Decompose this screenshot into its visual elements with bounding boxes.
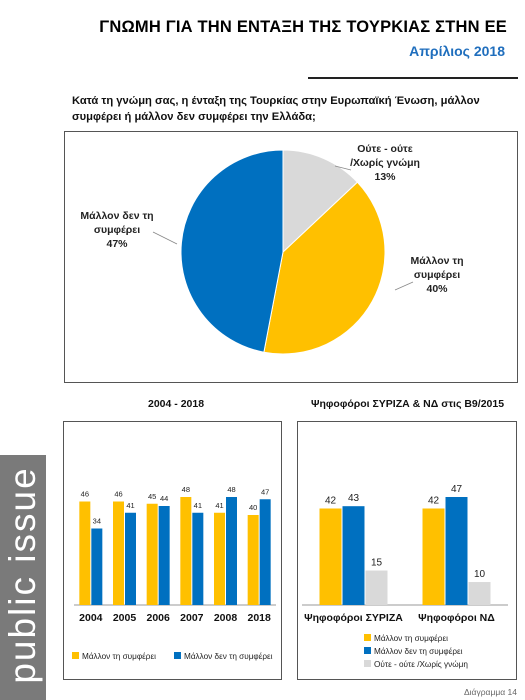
pie-leader-line-0 — [394, 281, 414, 291]
bar-0-1 — [91, 528, 103, 605]
bar-1-0 — [422, 508, 445, 605]
right-chart-title: Ψηφοφόροι ΣΥΡΙΖΑ & ΝΔ στις Β9/2015 — [311, 398, 505, 410]
category-label-1: Ψηφοφόροι ΝΔ — [418, 612, 495, 624]
pie-slice-2 — [282, 149, 359, 254]
brand-logo-text: public issue — [2, 466, 43, 684]
pie-label-2: Ούτε - ούτε/Χωρίς γνώμη 13% — [350, 143, 420, 183]
bar-value-label-3-0: 48 — [182, 485, 190, 494]
pie-leader-line-1 — [152, 231, 178, 245]
bar-value-label-1-1: 41 — [126, 501, 134, 510]
bar-5-0 — [247, 515, 259, 605]
bar-2-1 — [158, 506, 170, 605]
category-label-0: 2004 — [79, 612, 103, 624]
trend-chart-frame: 46 34 2004 46 41 2005 45 44 2006 48 41 2007 41 48 2008… — [63, 421, 282, 680]
category-label-1: 2005 — [113, 612, 137, 624]
bar-1-2 — [468, 582, 491, 605]
bar-5-1 — [259, 499, 271, 605]
bar-value-label-0-1: 43 — [348, 493, 360, 504]
bar-value-label-0-1: 34 — [93, 517, 101, 526]
pie-leader-line-2 — [334, 165, 352, 171]
bar-0-2 — [365, 570, 388, 605]
bar-1-0 — [113, 501, 124, 605]
voters-chart-frame: 42 43 15 Ψηφοφόροι ΣΥΡΙΖΑ 42 47 10 Ψηφοφόροι ΝΔ… — [297, 421, 517, 680]
legend-swatch-2 — [364, 660, 371, 667]
bar-0-0 — [79, 501, 91, 605]
bar-value-label-1-0: 42 — [428, 495, 440, 506]
legend-swatch-1 — [174, 652, 181, 659]
page-title: ΓΝΩΜΗ ΓΙΑ ΤΗΝ ΕΝΤΑΞΗ ΤΗΣ ΤΟΥΡΚΙΑΣ ΣΤΗΝ Ε… — [99, 18, 507, 36]
voters-bar-chart: 42 43 15 Ψηφοφόροι ΣΥΡΙΖΑ 42 47 10 Ψηφοφόροι ΝΔ… — [302, 484, 508, 669]
page-subtitle: Απρίλιος 2018 — [409, 43, 505, 59]
bar-value-label-1-2: 10 — [474, 569, 486, 580]
bar-4-0 — [214, 512, 225, 605]
bar-3-1 — [192, 512, 204, 605]
bar-value-label-3-1: 41 — [194, 501, 202, 510]
bar-1-1 — [445, 497, 468, 605]
survey-question: Κατά τη γνώμη σας, η ένταξη της Τουρκίας… — [72, 95, 480, 123]
bar-4-1 — [226, 497, 237, 605]
left-chart-title: 2004 - 2018 — [148, 398, 205, 410]
bar-value-label-5-0: 40 — [249, 503, 257, 512]
trend-bar-chart: 46 34 2004 46 41 2005 45 44 2006 48 41 2007 41 48 2008… — [72, 485, 276, 661]
pie-label-0: Μάλλον τη συμφέρει 40% — [410, 255, 463, 295]
bar-value-label-2-1: 44 — [160, 494, 168, 503]
legend-swatch-0 — [72, 652, 79, 659]
bar-1-1 — [125, 512, 136, 605]
pie-label-1: Μάλλον δεν τη συμφέρει 47% — [80, 210, 153, 250]
bar-3-0 — [180, 497, 192, 605]
pie-chart: Μάλλον τη συμφέρει 40% Μάλλον δεν τη συμφέρε… — [80, 143, 464, 355]
bar-value-label-1-1: 47 — [451, 484, 463, 495]
category-label-4: 2008 — [214, 612, 238, 624]
pie-chart-frame: Μάλλον τη συμφέρει 40% Μάλλον δεν τη συμφέρε… — [64, 131, 518, 383]
bar-value-label-0-2: 15 — [371, 558, 383, 569]
legend-label-1: Μάλλον δεν τη συμφέρει — [374, 647, 463, 656]
legend-label-2: Ούτε - ούτε /Χωρίς γνώμη — [374, 660, 468, 669]
brand-sidebar — [0, 455, 46, 700]
category-label-2: 2006 — [146, 612, 170, 624]
bar-value-label-4-0: 41 — [215, 501, 223, 510]
legend-label-0: Μάλλον τη συμφέρει — [82, 652, 156, 661]
category-label-3: 2007 — [180, 612, 204, 624]
pie-slice-1 — [180, 149, 284, 353]
legend-label-1: Μάλλον δεν τη συμφέρει — [184, 652, 273, 661]
bar-value-label-2-0: 45 — [148, 492, 156, 501]
bar-value-label-0-0: 46 — [81, 490, 89, 499]
legend-label-0: Μάλλον τη συμφέρει — [374, 634, 448, 643]
bar-value-label-1-0: 46 — [114, 490, 122, 499]
page-number: Διάγραμμα 14 — [463, 687, 517, 697]
legend-swatch-0 — [364, 634, 371, 641]
category-label-0: Ψηφοφόροι ΣΥΡΙΖΑ — [304, 612, 403, 624]
bar-value-label-4-1: 48 — [227, 485, 235, 494]
pie-slice-0 — [263, 181, 386, 355]
bar-value-label-0-0: 42 — [325, 495, 337, 506]
header-rule — [308, 77, 518, 79]
category-label-5: 2018 — [247, 612, 271, 624]
bar-value-label-5-1: 47 — [261, 487, 269, 496]
legend-swatch-1 — [364, 647, 371, 654]
bar-0-1 — [342, 506, 365, 605]
bar-0-0 — [319, 508, 342, 605]
bar-2-0 — [146, 503, 158, 605]
